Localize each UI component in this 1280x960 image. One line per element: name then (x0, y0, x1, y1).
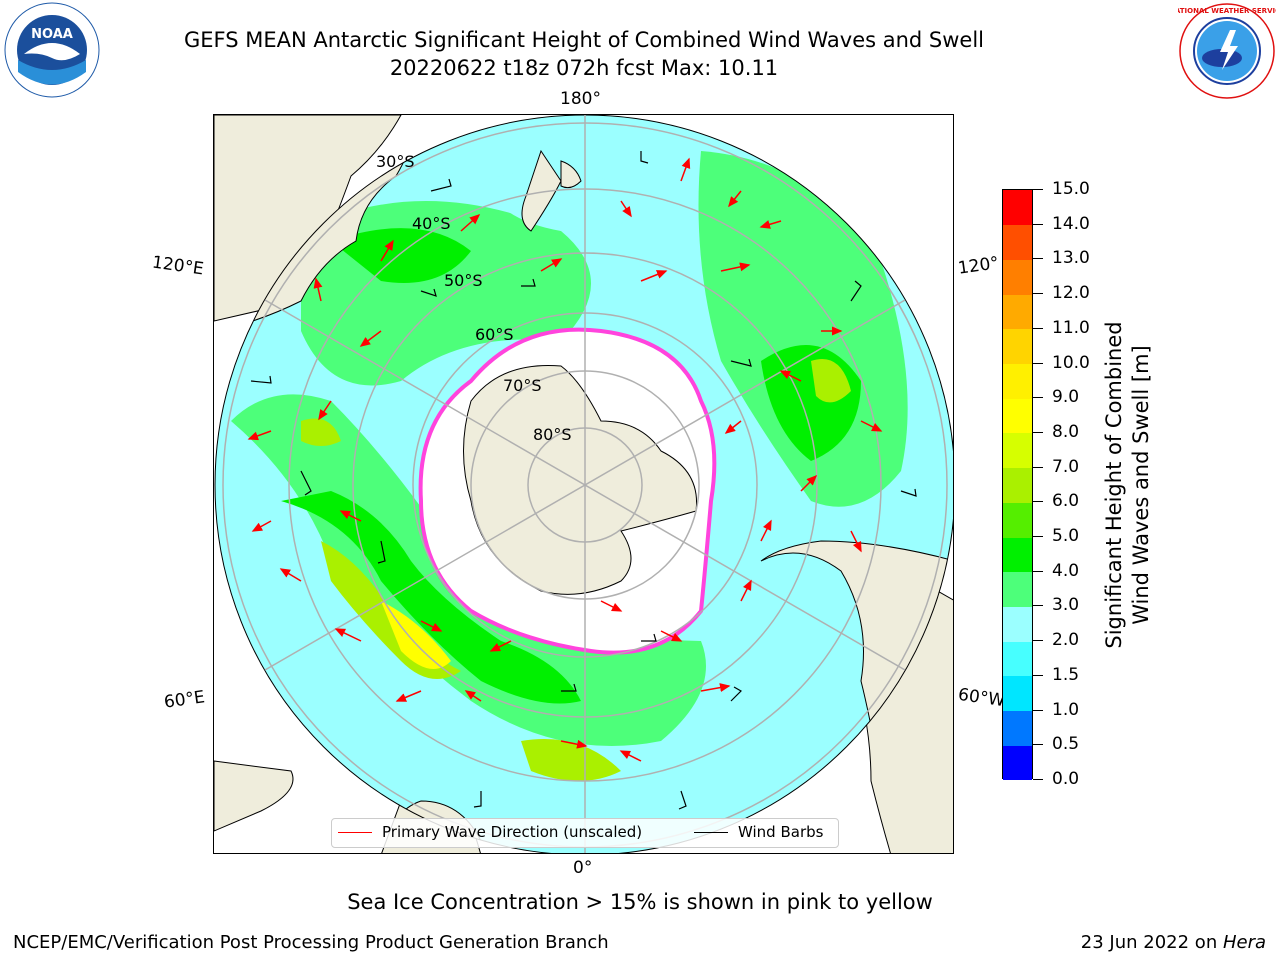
footer-date: 23 Jun 2022 on Hera (1081, 932, 1266, 953)
colorbar-tick (1033, 466, 1043, 468)
lat-label-30s: 30°S (376, 152, 415, 171)
footer-date-text: 23 Jun 2022 on (1080, 932, 1223, 953)
colorbar-tick-label: 7.0 (1052, 456, 1080, 477)
colorbar-segment (1003, 745, 1032, 781)
colorbar-segment (1003, 259, 1032, 295)
svg-text:NOAA: NOAA (31, 27, 73, 42)
lon-label-120w: 120° (956, 253, 1001, 279)
colorbar-label: Significant Height of Combined Wind Wave… (1101, 275, 1155, 695)
colorbar-tick-label: 15.0 (1052, 179, 1090, 199)
graticule (214, 115, 953, 853)
colorbar-tick-label: 9.0 (1052, 387, 1080, 408)
legend-red-line (338, 831, 372, 833)
colorbar-tick (1033, 327, 1043, 329)
lat-label-70s: 70°S (503, 376, 542, 395)
colorbar-tick (1033, 605, 1043, 607)
colorbar-tick-label: 14.0 (1052, 213, 1090, 234)
colorbar-segment (1003, 606, 1032, 642)
colorbar-segment (1003, 294, 1032, 330)
colorbar-label-line1: Significant Height of Combined (1102, 321, 1126, 649)
colorbar-tick (1033, 570, 1043, 572)
colorbar-tick-label: 2.0 (1052, 630, 1080, 651)
colorbar-tick (1033, 293, 1043, 295)
lat-label-40s: 40°S (412, 214, 451, 233)
colorbar-segment (1003, 502, 1032, 538)
colorbar-label-line2: Wind Waves and Swell [m] (1129, 345, 1153, 625)
wind-barbs (250, 151, 917, 810)
colorbar-tick-label: 0.5 (1052, 734, 1080, 755)
lon-label-60w: 60°W (956, 684, 1007, 712)
sea-ice-caption: Sea Ice Concentration > 15% is shown in … (347, 890, 933, 914)
map-legend: Primary Wave Direction (unscaled) Wind B… (331, 818, 839, 848)
colorbar-tick (1033, 501, 1043, 503)
colorbar-tick-label: 12.0 (1052, 283, 1090, 304)
footer-host: Hera (1222, 932, 1266, 953)
colorbar-tick-label: 10.0 (1052, 352, 1090, 373)
colorbar-tick (1033, 258, 1043, 260)
legend-black-line (694, 831, 728, 833)
lon-label-120e: 120°E (150, 252, 205, 280)
colorbar (1002, 189, 1033, 781)
colorbar-tick-label: 0.0 (1052, 769, 1080, 789)
colorbar-tick (1033, 223, 1043, 225)
colorbar-tick-label: 3.0 (1052, 595, 1080, 616)
legend-wave-label: Primary Wave Direction (unscaled) (382, 823, 643, 841)
lon-label-60e: 60°E (162, 687, 207, 713)
colorbar-segment (1003, 432, 1032, 469)
lat-label-80s: 80°S (533, 425, 572, 444)
colorbar-segment (1003, 571, 1032, 607)
colorbar-tick (1033, 674, 1043, 676)
lat-label-60s: 60°S (475, 325, 514, 344)
colorbar-tick-label: 1.5 (1052, 664, 1080, 685)
colorbar-tick (1033, 431, 1043, 433)
colorbar-tick-label: 5.0 (1052, 526, 1080, 547)
lat-label-50s: 50°S (444, 271, 483, 290)
polar-map (214, 115, 953, 853)
colorbar-tick-label: 11.0 (1052, 317, 1090, 338)
colorbar-segment (1003, 537, 1032, 573)
colorbar-tick-label: 4.0 (1052, 560, 1080, 581)
colorbar-tick-label: 8.0 (1052, 421, 1080, 442)
colorbar-segment (1003, 190, 1032, 226)
nws-logo: NATIONAL WEATHER SERVICE (1169, 2, 1280, 100)
colorbar-tick (1033, 397, 1043, 399)
legend-barbs-label: Wind Barbs (738, 823, 824, 841)
colorbar-tick (1033, 189, 1043, 190)
colorbar-tick-label: 6.0 (1052, 491, 1080, 512)
colorbar-segment (1003, 363, 1032, 399)
legend-item-barbs: Wind Barbs (694, 823, 823, 841)
colorbar-tick-label: 1.0 (1052, 699, 1080, 720)
lon-label-0: 0° (573, 858, 593, 878)
antarctica-sea-ice (418, 327, 717, 655)
colorbar-segment (1003, 710, 1032, 746)
footer-branch: NCEP/EMC/Verification Post Processing Pr… (13, 932, 609, 953)
colorbar-tick (1033, 779, 1043, 780)
chart-title: GEFS MEAN Antarctic Significant Height o… (183, 28, 985, 52)
colorbar-segment (1003, 467, 1032, 503)
colorbar-tick (1033, 709, 1043, 711)
noaa-logo: NOAA (4, 2, 100, 98)
colorbar-tick (1033, 536, 1043, 538)
chart-subtitle: 20220622 t18z 072h fcst Max: 10.11 (389, 56, 779, 80)
colorbar-segment (1003, 328, 1032, 365)
colorbar-segment (1003, 224, 1032, 260)
lon-label-180: 180° (560, 89, 601, 109)
colorbar-tick (1033, 640, 1043, 642)
colorbar-tick (1033, 744, 1043, 746)
colorbar-segment (1003, 675, 1032, 712)
colorbar-segment (1003, 398, 1032, 434)
wave-direction-arrows (247, 157, 883, 762)
map-panel (213, 114, 954, 854)
legend-item-wave: Primary Wave Direction (unscaled) (338, 823, 642, 841)
colorbar-tick (1033, 362, 1043, 364)
svg-text:NATIONAL WEATHER SERVICE: NATIONAL WEATHER SERVICE (1178, 7, 1276, 15)
colorbar-segment (1003, 641, 1032, 677)
colorbar-tick-label: 13.0 (1052, 248, 1090, 269)
